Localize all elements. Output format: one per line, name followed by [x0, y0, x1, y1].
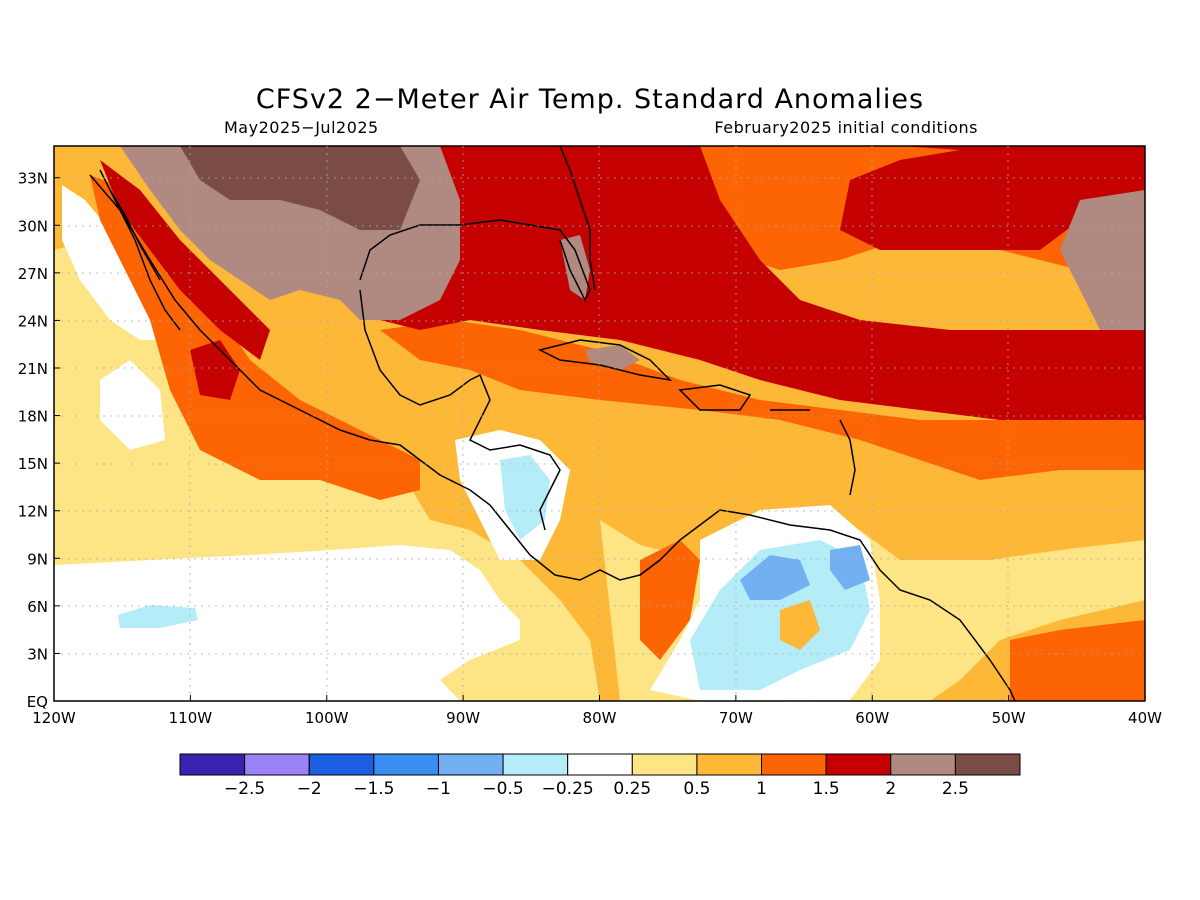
- coastline-south-america: [639, 509, 1016, 701]
- anomaly-region-warm-spot-venezuela: [780, 600, 820, 650]
- lat-tick-label: 21N: [18, 360, 48, 378]
- colorbar-swatch: [373, 753, 439, 776]
- colorbar-label: −2: [297, 779, 322, 799]
- colorbar-swatch: [244, 753, 310, 776]
- lat-tick-label: 9N: [27, 550, 48, 568]
- lon-tick-label: 50W: [992, 709, 1026, 727]
- colorbar-label: 1: [756, 779, 767, 799]
- colorbar-label: −1: [426, 779, 451, 799]
- colorbar-label: −2.5: [224, 779, 265, 799]
- colorbar-label: 0.5: [683, 779, 710, 799]
- anomaly-region-extreme-florida: [560, 235, 590, 300]
- colorbar-label: 2.5: [942, 779, 969, 799]
- anomaly-region-colder-guyana: [830, 545, 870, 590]
- lon-tick-label: 90W: [446, 709, 480, 727]
- lat-tick-label: 15N: [18, 455, 48, 473]
- anomaly-region-extreme-texas: [180, 146, 420, 230]
- colorbar-label: 1.5: [813, 779, 840, 799]
- colorbar-swatch: [825, 753, 892, 776]
- anomaly-region-neutral-baja: [62, 185, 160, 340]
- colorbar-swatch: [761, 753, 827, 776]
- lon-tick-label: 80W: [583, 709, 617, 727]
- coastline-gulf-mexico: [359, 289, 561, 531]
- map-title: CFSv2 2−Meter Air Temp. Standard Anomali…: [255, 84, 925, 115]
- colorbar-swatch: [437, 753, 504, 776]
- coastline-pacific-mexico: [89, 174, 661, 581]
- anomaly-region-very-strong-mexico-coast: [100, 160, 270, 360]
- coastline-baja: [99, 169, 181, 331]
- lon-tick-label: 100W: [305, 709, 349, 727]
- colorbar-swatch: [954, 753, 1021, 776]
- colorbar-label: −0.5: [482, 779, 523, 799]
- lat-tick-label: 33N: [18, 170, 48, 188]
- colorbar-swatch: [502, 753, 569, 776]
- initial-conditions: February2025 initial conditions: [714, 118, 978, 137]
- coastline-gulf: [359, 219, 591, 302]
- forecast-period: May2025−Jul2025: [224, 118, 379, 137]
- lon-tick-label: 110W: [169, 709, 213, 727]
- coastline-florida-east: [559, 146, 596, 291]
- anomaly-region-strong-atlantic-south: [1010, 620, 1145, 701]
- graticule: [54, 146, 1145, 701]
- colorbar-label: 0.25: [613, 779, 651, 799]
- lon-tick-label: 40W: [1128, 709, 1162, 727]
- lat-tick-label: 18N: [18, 408, 48, 426]
- colorbar-label: −0.25: [542, 779, 594, 799]
- anomaly-region-neutral-pacific: [54, 545, 520, 701]
- lat-tick-label: 12N: [18, 503, 48, 521]
- colorbar-swatch: [890, 753, 956, 776]
- lat-tick-label: 6N: [27, 598, 48, 616]
- lat-tick-label: 30N: [18, 217, 48, 235]
- longitude-axis: 120W 110W 100W 90W 80W 70W 60W 50W 40W: [32, 695, 1162, 727]
- anomaly-region-cool-central-america: [500, 455, 550, 540]
- anomaly-region-strong-colombia: [640, 540, 700, 660]
- anomaly-region-cool-pacific-spot: [118, 605, 198, 628]
- latitude-axis: EQ 3N 6N 9N 12N 15N 18N 21N 24N 27N 30N 33N: [18, 170, 60, 711]
- colorbar-swatch: [631, 753, 698, 776]
- anomaly-region-neutral-offshore: [100, 360, 165, 450]
- anomaly-region-very-strong-atlantic: [700, 146, 1145, 250]
- anomaly-region-colder-venezuela: [740, 555, 810, 600]
- colorbar-swatch: [567, 753, 633, 776]
- lon-tick-label: 120W: [32, 709, 76, 727]
- colorbar: −2.5 −2 −1.5 −1 −0.5 −0.25 0.25 0.5 1 1.5 2 2.5: [179, 753, 1021, 799]
- anomaly-region-very-strong-gulf: [360, 146, 1145, 420]
- coastline-cuba: [537, 339, 673, 382]
- coastline-hispaniola: [678, 384, 752, 411]
- lon-tick-label: 70W: [719, 709, 753, 727]
- anomaly-region-extreme-atlantic-east: [1060, 190, 1145, 330]
- lat-tick-label: 3N: [27, 645, 48, 663]
- lat-tick-label: EQ: [27, 693, 48, 711]
- anomaly-region-very-strong-mexico-spot: [190, 340, 240, 400]
- colorbar-swatch: [179, 753, 246, 776]
- coastline-antilles: [770, 409, 856, 496]
- lon-tick-label: 60W: [855, 709, 889, 727]
- colorbar-label: −1.5: [353, 779, 394, 799]
- lat-tick-label: 24N: [18, 312, 48, 330]
- colorbar-label: 2: [885, 779, 896, 799]
- anomaly-region-strong-gulf-caribbean: [380, 320, 1145, 480]
- lat-tick-label: 27N: [18, 265, 48, 283]
- colorbar-swatch: [308, 753, 375, 776]
- colorbar-swatch: [696, 753, 763, 776]
- anomaly-shading: [54, 146, 1145, 701]
- coastlines: [89, 146, 1016, 701]
